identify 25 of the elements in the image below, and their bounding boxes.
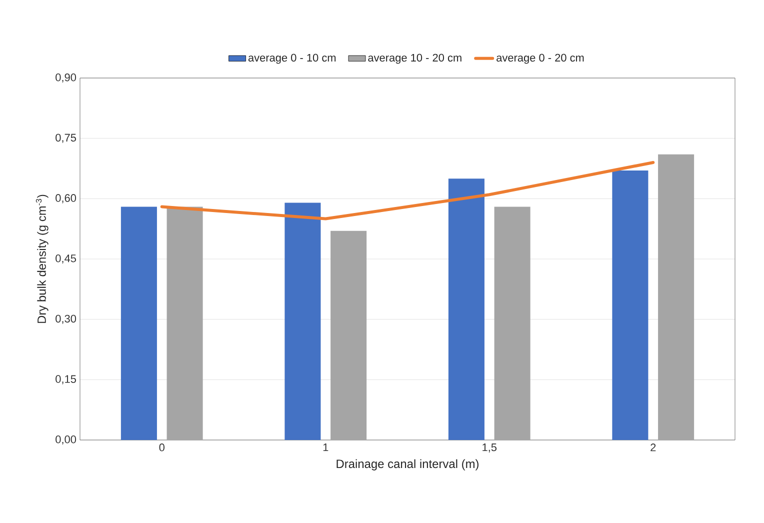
y-tick-label: 0,75 bbox=[56, 134, 76, 143]
x-tick-label: 1 bbox=[323, 444, 328, 452]
bar bbox=[166, 206, 203, 440]
y-tick-label: 0,15 bbox=[56, 375, 76, 384]
y-axis-title: Dry bulk density (g cm$^{-3}$) bbox=[36, 194, 48, 323]
bar bbox=[120, 206, 157, 440]
y-tick-label: 0,45 bbox=[56, 254, 76, 264]
line-series bbox=[160, 160, 655, 220]
y-tick-label: 0,30 bbox=[56, 314, 76, 324]
x-tick-label: 0 bbox=[159, 444, 164, 452]
y-tick-label: 0,00 bbox=[56, 435, 76, 445]
bar bbox=[612, 170, 648, 440]
x-tick-label: 1,5 bbox=[482, 444, 497, 452]
legend-label: average 0 - 20 cm bbox=[496, 54, 584, 64]
x-axis-title: Drainage canal interval (m) bbox=[336, 459, 478, 470]
y-tick-label: 0,60 bbox=[56, 194, 76, 204]
y-tick-label: 0,90 bbox=[56, 73, 76, 83]
bar bbox=[658, 154, 694, 440]
legend-label: average 10 - 20 cm bbox=[368, 54, 462, 64]
bar bbox=[448, 178, 484, 440]
bar bbox=[494, 206, 530, 440]
bar bbox=[330, 230, 367, 440]
x-tick-label: 2 bbox=[650, 444, 656, 452]
legend-label: average 0 - 10 cm bbox=[248, 54, 336, 64]
bar bbox=[284, 202, 321, 440]
